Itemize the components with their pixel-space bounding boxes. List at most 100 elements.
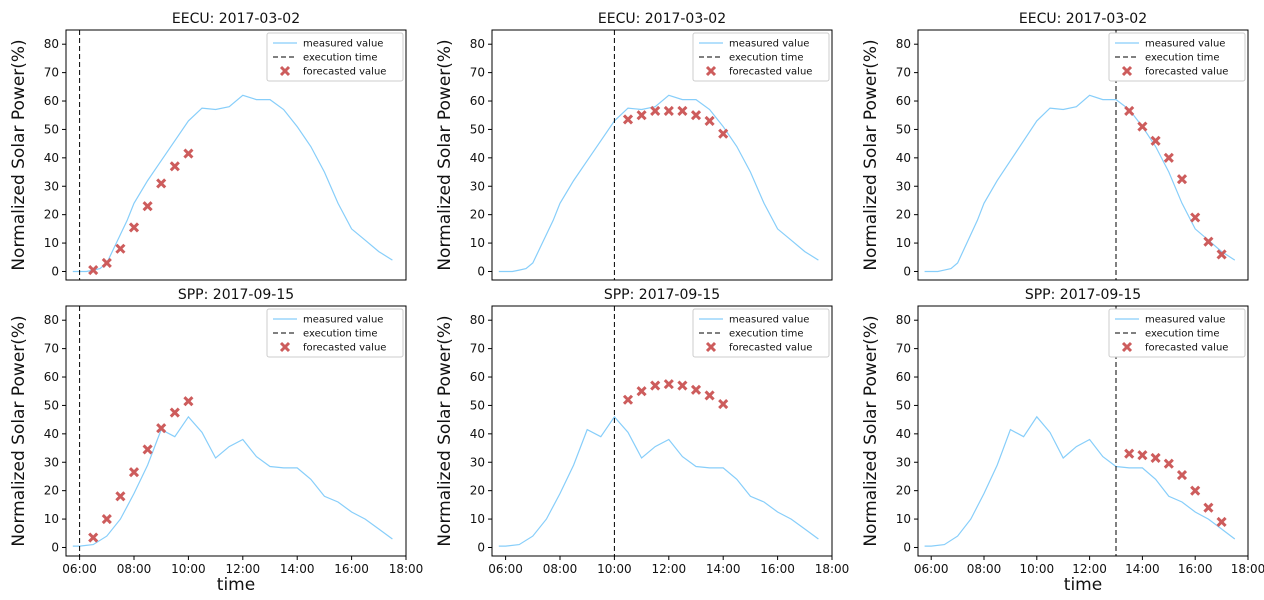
x-tick-label: 06:00 (62, 562, 97, 576)
legend-entry: measured value (303, 315, 383, 326)
plot-frame (65, 305, 407, 557)
legend-entry: forecasted value (1145, 343, 1228, 354)
legend-box (266, 308, 404, 358)
legend: measured value execution time forecasted v… (1108, 308, 1246, 358)
legend-entry: forecasted value (729, 343, 812, 354)
forecast-point (718, 128, 729, 139)
y-tick-label: 70 (896, 66, 911, 80)
y-tick-label: 0 (51, 540, 59, 554)
y-tick-label: 70 (470, 66, 485, 80)
forecast-point (677, 105, 688, 117)
x-tick-label: 14:00 (1125, 562, 1160, 576)
chart-title: EECU: 2017-03-02 (1019, 11, 1147, 27)
y-tick-label: 10 (896, 512, 911, 526)
forecast-point (142, 444, 153, 455)
y-tick-label: 30 (44, 179, 59, 193)
y-axis-label: Normalized Solar Power(%) (861, 315, 881, 546)
measured-value-line (498, 94, 819, 273)
forecast-point (101, 257, 112, 269)
legend-entry: execution time (729, 53, 804, 64)
forecast-point (169, 407, 180, 418)
y-tick-label: 20 (896, 484, 911, 498)
measured-value-line (924, 94, 1236, 273)
x-tick-label: 06:00 (914, 562, 949, 576)
y-tick-label: 50 (470, 398, 485, 412)
chart-panel: SPP: 2017-09-15 Normalized Solar Power(%)… (9, 287, 423, 595)
x-tick-label: 10:00 (597, 562, 632, 576)
y-tick-label: 40 (470, 151, 485, 165)
forecast-point (650, 105, 661, 117)
y-axis-label: Normalized Solar Power(%) (9, 315, 29, 546)
y-tick-label: 60 (470, 94, 485, 108)
forecast-point (677, 380, 688, 391)
y-axis-label: Normalized Solar Power(%) (9, 39, 29, 270)
legend-entry: measured value (729, 315, 809, 326)
y-tick-label: 40 (44, 427, 59, 441)
forecast-point (1203, 236, 1214, 247)
y-tick-label: 60 (470, 370, 485, 384)
x-tick-label: 12:00 (1072, 562, 1107, 576)
x-tick-label: 10:00 (1020, 562, 1055, 576)
y-tick-label: 10 (470, 236, 485, 250)
y-tick-label: 30 (896, 179, 911, 193)
y-tick-label: 0 (51, 264, 59, 278)
y-tick-label: 70 (896, 342, 911, 356)
legend-entry: measured value (1145, 315, 1225, 326)
y-tick-label: 0 (477, 540, 485, 554)
forecast-point (128, 222, 140, 233)
legend: measured value execution time forecasted v… (266, 308, 404, 358)
forecast-point (1137, 121, 1148, 132)
forecast-point (1137, 450, 1148, 461)
y-tick-label: 10 (470, 512, 485, 526)
chart-panel: EECU: 2017-03-02 Normalized Solar Power(%… (9, 11, 407, 281)
y-tick-label: 60 (44, 370, 59, 384)
y-tick-label: 30 (44, 455, 59, 469)
chart-title: EECU: 2017-03-02 (172, 11, 300, 27)
legend: measured value execution time forecasted v… (692, 32, 830, 82)
chart-title: SPP: 2017-09-15 (178, 287, 294, 303)
x-axis-label: time (217, 575, 255, 595)
legend-entry: measured value (729, 39, 809, 50)
legend-box (1108, 308, 1246, 358)
forecast-point (1176, 469, 1188, 481)
y-tick-label: 60 (896, 370, 911, 384)
forecast-point (1150, 135, 1161, 146)
legend-forecast-swatch (279, 65, 291, 77)
y-tick-label: 60 (44, 94, 59, 108)
chart-title: SPP: 2017-09-15 (1025, 287, 1141, 303)
x-tick-label: 08:00 (543, 562, 578, 576)
legend-entry: execution time (303, 53, 378, 64)
chart-panel: EECU: 2017-03-02 Normalized Solar Power(%… (435, 11, 833, 281)
legend-forecast-swatch (705, 341, 717, 353)
chart-panel: EECU: 2017-03-02 Normalized Solar Power(%… (861, 11, 1249, 281)
legend-entry: measured value (1145, 39, 1225, 50)
plot-frame (917, 29, 1249, 281)
y-tick-label: 20 (470, 484, 485, 498)
legend-forecast-swatch (1121, 65, 1133, 77)
forecast-point (1163, 152, 1174, 163)
forecast-point (636, 110, 647, 121)
y-tick-label: 30 (470, 179, 485, 193)
legend-entry: measured value (303, 39, 383, 50)
forecast-point (183, 148, 194, 159)
forecast-point (169, 161, 180, 172)
measured-value-line (72, 94, 393, 273)
y-tick-label: 50 (896, 398, 911, 412)
forecast-point (1124, 105, 1135, 117)
x-tick-label: 12:00 (652, 562, 687, 576)
x-tick-label: 12:00 (226, 562, 261, 576)
forecast-point (1190, 212, 1201, 223)
measured-value-line (498, 415, 819, 547)
y-tick-label: 80 (896, 37, 911, 51)
y-axis-label: Normalized Solar Power(%) (861, 39, 881, 270)
x-tick-label: 10:00 (171, 562, 206, 576)
y-tick-label: 10 (896, 236, 911, 250)
forecast-point (718, 398, 729, 410)
forecast-point (128, 467, 140, 478)
x-tick-label: 18:00 (389, 562, 424, 576)
y-tick-label: 40 (896, 151, 911, 165)
x-tick-label: 06:00 (488, 562, 523, 576)
measured-value-line (924, 415, 1236, 547)
